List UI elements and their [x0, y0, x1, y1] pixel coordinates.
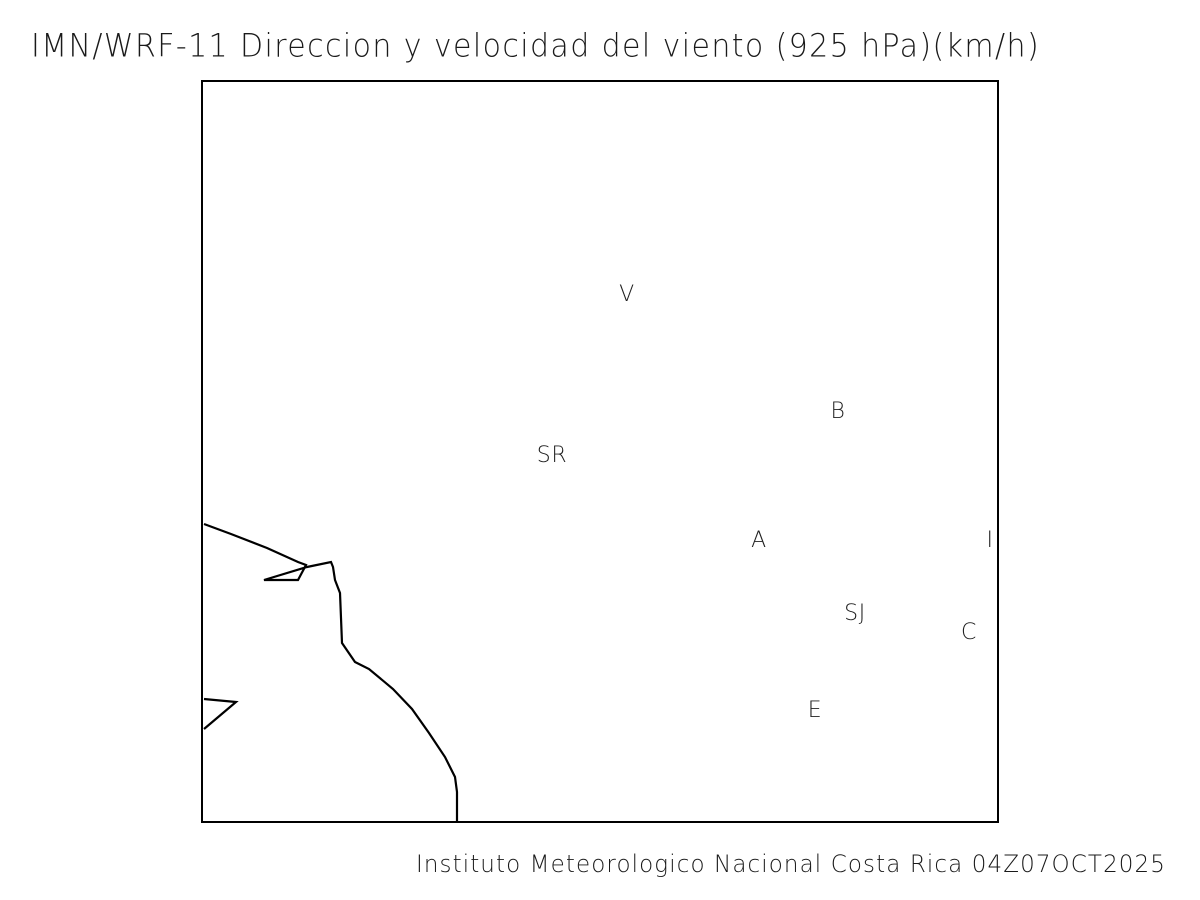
- station-label-sr: SR: [536, 443, 568, 468]
- station-label-v: V: [619, 282, 635, 307]
- coastline-southern-inlet-path: [203, 697, 239, 730]
- station-label-i: I: [986, 528, 994, 553]
- station-label-c: C: [961, 620, 977, 645]
- station-label-sj: SJ: [844, 601, 866, 626]
- station-label-e: E: [807, 698, 823, 723]
- coastline-svg: [203, 522, 459, 821]
- footer-credit: Instituto Meteorologico Nacional Costa R…: [415, 851, 1166, 879]
- station-label-b: B: [830, 399, 846, 424]
- station-label-a: A: [751, 528, 767, 553]
- map-frame: [201, 80, 999, 823]
- coastline-main-path: [203, 522, 459, 821]
- page-title: IMN/WRF-11 Direccion y velocidad del vie…: [31, 28, 1041, 66]
